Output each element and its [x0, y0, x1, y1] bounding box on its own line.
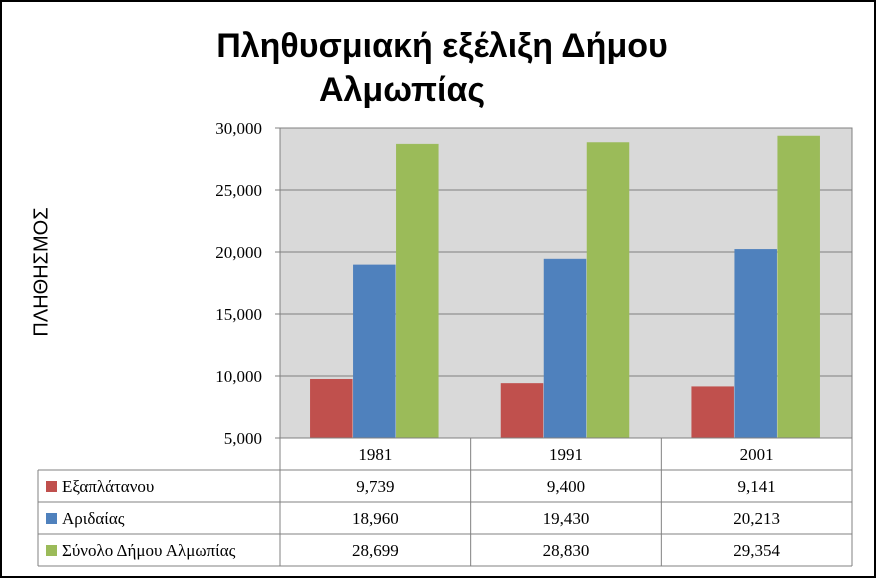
chart-title-line1: Πληθυσμιακή εξέλιξη Δήμου: [216, 27, 668, 65]
legend-key-3: [46, 545, 57, 556]
legend-key-2: [46, 513, 57, 524]
data-label-1-1991: 9,400: [547, 477, 585, 496]
bar-3-2001: [777, 135, 820, 439]
category-label-1981: 1981: [358, 445, 392, 464]
y-tick-label: 20,000: [215, 243, 262, 262]
y-tick-label: 5,000: [224, 429, 262, 448]
bar-3-1991: [586, 142, 630, 439]
data-label-2-1991: 19,430: [543, 509, 590, 528]
data-label-2-2001: 20,213: [733, 509, 780, 528]
legend-key-1: [46, 481, 57, 492]
bar-2-1991: [543, 258, 587, 439]
y-tick-label: 10,000: [215, 367, 262, 386]
legend-name-3: Σύνολο Δήμου Αλμωπίας: [62, 541, 236, 560]
bar-2-1981: [353, 264, 396, 439]
bar-1-2001: [691, 386, 734, 439]
data-label-3-1981: 28,699: [352, 541, 399, 560]
bar-1-1991: [500, 383, 544, 439]
y-tick-label: 30,000: [215, 119, 262, 138]
bar-3-1981: [396, 143, 439, 439]
data-label-3-2001: 29,354: [733, 541, 780, 560]
y-tick-label: 25,000: [215, 181, 262, 200]
bar-2-2001: [734, 249, 777, 439]
chart-title-line2: Αλμωπίας: [318, 71, 486, 109]
data-label-1-1981: 9,739: [356, 477, 394, 496]
category-label-2001: 2001: [740, 445, 774, 464]
bar-1-1981: [310, 378, 353, 439]
data-label-1-2001: 9,141: [738, 477, 776, 496]
data-label-3-1991: 28,830: [543, 541, 590, 560]
legend-name-1: Εξαπλάτανου: [62, 477, 154, 496]
y-tick-label: 15,000: [215, 305, 262, 324]
legend-name-2: Αριδαίας: [62, 509, 125, 528]
chart-title: Πληθυσμιακή εξέλιξη Δήμου Αλμωπίας: [122, 24, 762, 112]
data-label-2-1981: 18,960: [352, 509, 399, 528]
category-label-1991: 1991: [549, 445, 583, 464]
